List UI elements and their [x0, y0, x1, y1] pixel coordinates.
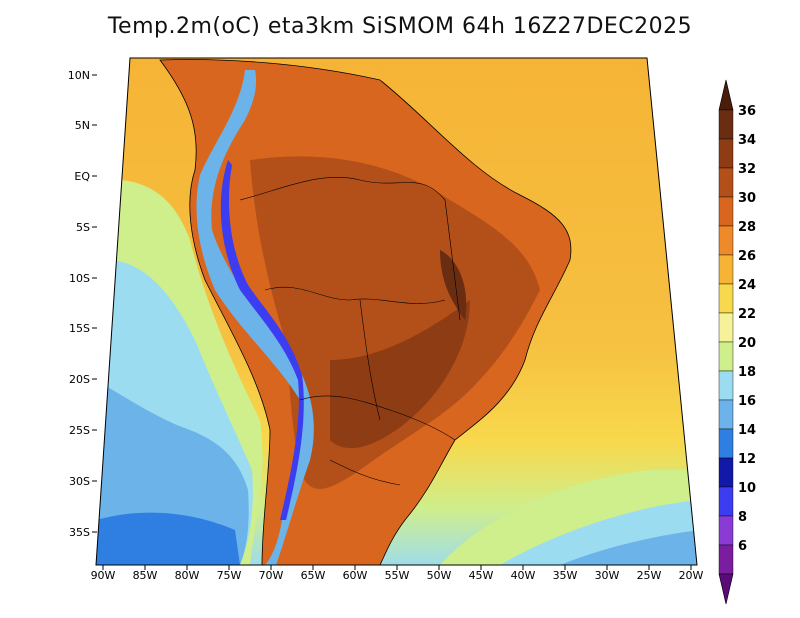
map-frame — [95, 57, 698, 566]
atlantic-blue-band — [560, 530, 697, 565]
svg-text:30W: 30W — [595, 569, 620, 582]
colorbar-top-arrow — [718, 79, 734, 111]
colorbar-segment — [718, 399, 734, 430]
colorbar-label: 28 — [738, 220, 756, 235]
svg-text:EQ: EQ — [74, 170, 90, 183]
colorbar-segment — [718, 486, 734, 517]
colorbar-segment — [718, 138, 734, 169]
colorbar-segment — [718, 254, 734, 285]
lon-tick-70W: 70W — [259, 565, 284, 582]
colorbar-label: 6 — [738, 539, 747, 554]
colorbar-segment — [718, 370, 734, 401]
colorbar-segment — [718, 167, 734, 198]
lon-tick-25W: 25W — [637, 565, 662, 582]
andes-cold-belt — [196, 70, 314, 565]
colorbar-label: 20 — [738, 336, 756, 351]
colorbar-label: 24 — [738, 278, 756, 293]
colorbar-label: 30 — [738, 191, 756, 206]
svg-text:80W: 80W — [175, 569, 200, 582]
svg-text:20S: 20S — [69, 373, 90, 386]
svg-text:10S: 10S — [69, 272, 90, 285]
colorbar-label: 26 — [738, 249, 756, 264]
lat-tick-5N: 5N — [75, 119, 97, 132]
svg-text:90W: 90W — [91, 569, 116, 582]
svg-text:85W: 85W — [133, 569, 158, 582]
lon-tick-20W: 20W — [679, 565, 704, 582]
lat-tick-15S: 15S — [69, 322, 97, 335]
colorbar-label: 34 — [738, 133, 756, 148]
coastline — [159, 59, 572, 565]
svg-text:65W: 65W — [301, 569, 326, 582]
colorbar-label: 22 — [738, 307, 756, 322]
lat-tick-10N: 10N — [68, 69, 97, 82]
map-panel — [96, 58, 697, 565]
lon-tick-65W: 65W — [301, 565, 326, 582]
colorbar-label: 18 — [738, 365, 756, 380]
colorbar-segment — [718, 341, 734, 372]
colorbar-segment — [718, 109, 734, 140]
lon-tick-40W: 40W — [511, 565, 536, 582]
svg-text:70W: 70W — [259, 569, 284, 582]
continent-hot-core — [250, 156, 540, 489]
colorbar-bottom-arrow — [718, 573, 734, 605]
lon-tick-35W: 35W — [553, 565, 578, 582]
lat-tick-20S: 20S — [69, 373, 97, 386]
country-borders — [239, 177, 461, 486]
lat-tick-5S: 5S — [76, 221, 97, 234]
colorbar-segment — [718, 312, 734, 343]
svg-text:55W: 55W — [385, 569, 410, 582]
colorbar-segment — [718, 225, 734, 256]
colorbar-segment — [718, 515, 734, 546]
colorbar-segment — [718, 283, 734, 314]
lat-tick-25S: 25S — [69, 424, 97, 437]
lon-tick-50W: 50W — [427, 565, 452, 582]
svg-text:15S: 15S — [69, 322, 90, 335]
svg-text:5S: 5S — [76, 221, 90, 234]
pacific-deep-band — [96, 512, 240, 565]
lon-tick-75W: 75W — [217, 565, 242, 582]
colorbar-segment — [718, 544, 734, 575]
colorbar-segment — [718, 457, 734, 488]
lat-tick-10S: 10S — [69, 272, 97, 285]
colorbar-segment — [718, 428, 734, 459]
lat-tick-30S: 30S — [69, 475, 97, 488]
colorbar-label: 32 — [738, 162, 756, 177]
lat-tick-35S: 35S — [69, 526, 97, 539]
lon-tick-80W: 80W — [175, 565, 200, 582]
svg-text:45W: 45W — [469, 569, 494, 582]
lon-tick-45W: 45W — [469, 565, 494, 582]
colorbar-label: 14 — [738, 423, 756, 438]
svg-text:5N: 5N — [75, 119, 90, 132]
lat-tick-EQ: EQ — [74, 170, 97, 183]
svg-text:20W: 20W — [679, 569, 704, 582]
colorbar: 36 34 32 30 28 26 24 22 20 18 16 14 12 10 8 6 — [718, 79, 756, 605]
colorbar-label: 8 — [738, 510, 747, 525]
continent-hottest-core — [330, 300, 470, 449]
continent-peak-hotspot — [440, 250, 467, 320]
lon-tick-55W: 55W — [385, 565, 410, 582]
svg-text:40W: 40W — [511, 569, 536, 582]
colorbar-label: 10 — [738, 481, 756, 496]
colorbar-segment — [718, 196, 734, 227]
map-title: Temp.2m(oC) eta3km SiSMOM 64h 16Z27DEC20… — [107, 14, 693, 39]
lon-axis: 90W 85W 80W 75W 70W 65W 60W 55W 50W 45W … — [91, 565, 704, 582]
svg-text:50W: 50W — [427, 569, 452, 582]
svg-text:25S: 25S — [69, 424, 90, 437]
svg-text:75W: 75W — [217, 569, 242, 582]
svg-text:10N: 10N — [68, 69, 90, 82]
svg-text:35W: 35W — [553, 569, 578, 582]
svg-text:25W: 25W — [637, 569, 662, 582]
svg-text:60W: 60W — [343, 569, 368, 582]
colorbar-label: 12 — [738, 452, 756, 467]
svg-text:35S: 35S — [69, 526, 90, 539]
lon-tick-60W: 60W — [343, 565, 368, 582]
svg-text:30S: 30S — [69, 475, 90, 488]
colorbar-label: 16 — [738, 394, 756, 409]
lon-tick-90W: 90W — [91, 565, 116, 582]
colorbar-label: 36 — [738, 104, 756, 119]
lon-tick-30W: 30W — [595, 565, 620, 582]
lon-tick-85W: 85W — [133, 565, 158, 582]
lat-axis: 10N 5N EQ 5S 10S 15S 20S 25S 30S 35S — [68, 69, 97, 539]
